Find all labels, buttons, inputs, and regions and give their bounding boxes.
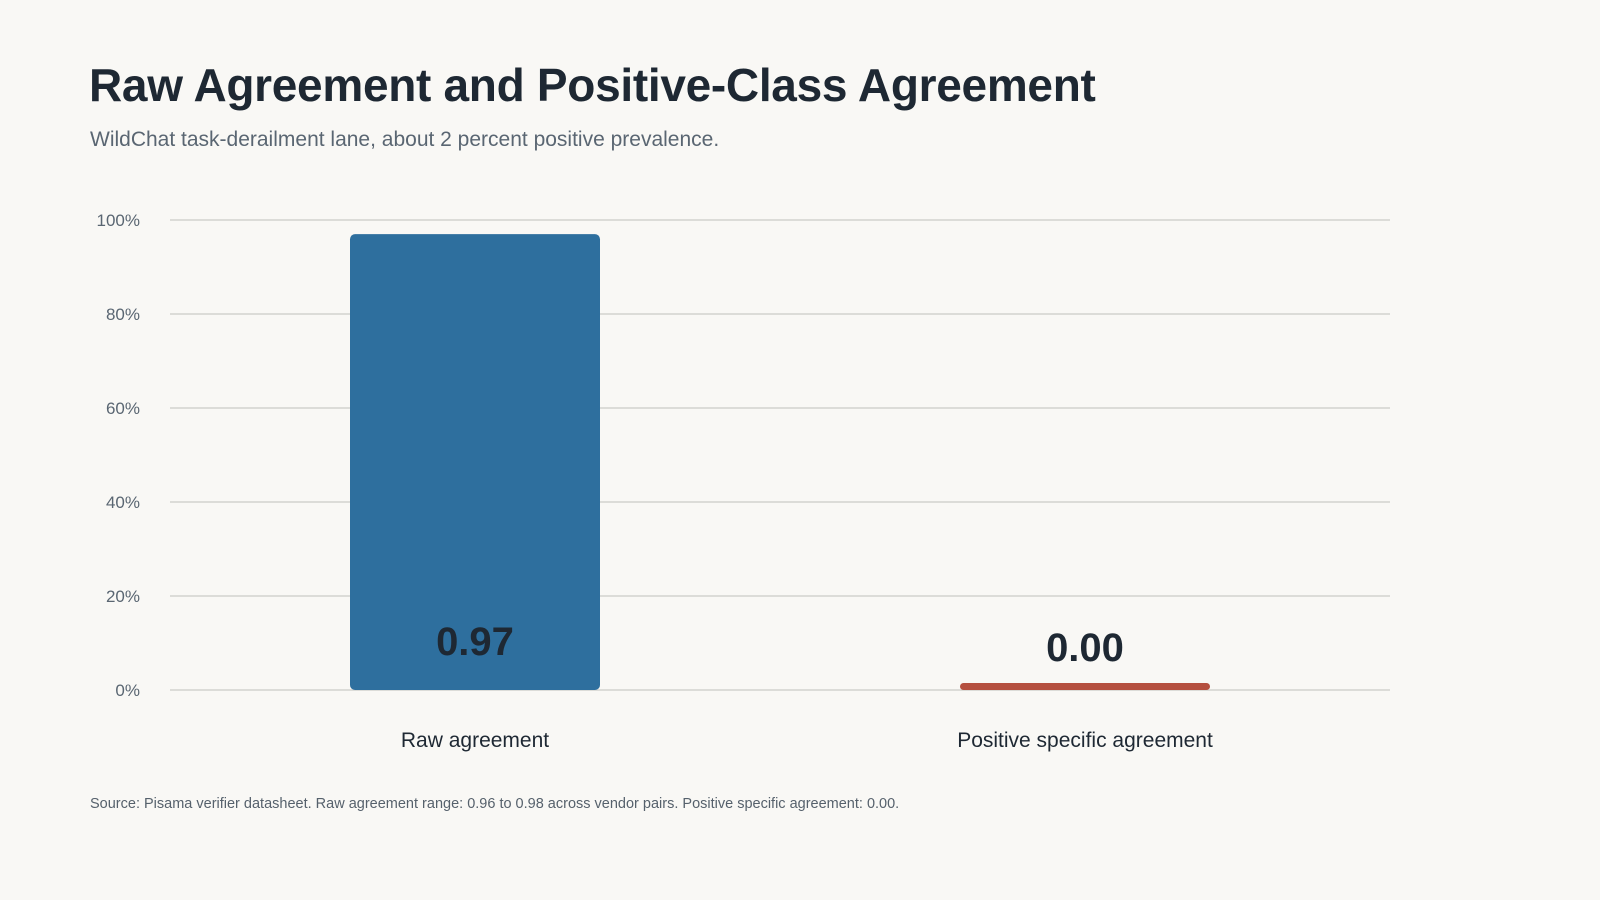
y-tick-label: 80% xyxy=(106,305,140,324)
x-category-label: Positive specific agreement xyxy=(957,729,1213,752)
value-labels: 0.97 0.00 xyxy=(436,620,1124,670)
bar-positive-specific-agreement xyxy=(960,683,1210,690)
y-tick-label: 60% xyxy=(106,399,140,418)
chart-subtitle: WildChat task-derailment lane, about 2 p… xyxy=(90,128,720,151)
source-note: Source: Pisama verifier datasheet. Raw a… xyxy=(90,796,900,812)
y-tick-label: 100% xyxy=(97,211,140,230)
value-label: 0.97 xyxy=(436,620,514,664)
y-tick-label: 0% xyxy=(115,681,140,700)
chart-title: Raw Agreement and Positive-Class Agreeme… xyxy=(89,59,1096,111)
bars xyxy=(350,234,1210,690)
y-tick-label: 40% xyxy=(106,493,140,512)
bar-raw-agreement xyxy=(350,234,600,690)
x-axis-labels: Raw agreement Positive specific agreement xyxy=(401,729,1213,752)
y-tick-label: 20% xyxy=(106,587,140,606)
x-category-label: Raw agreement xyxy=(401,729,549,752)
value-label: 0.00 xyxy=(1046,626,1124,670)
y-axis-ticks: 0% 20% 40% 60% 80% 100% xyxy=(97,211,140,700)
